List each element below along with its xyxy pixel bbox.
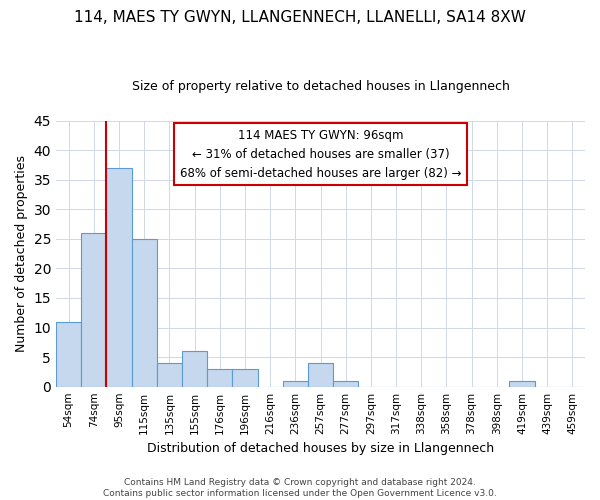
Bar xyxy=(283,381,308,386)
Y-axis label: Number of detached properties: Number of detached properties xyxy=(15,155,28,352)
Bar xyxy=(56,322,81,386)
Text: Contains HM Land Registry data © Crown copyright and database right 2024.
Contai: Contains HM Land Registry data © Crown c… xyxy=(103,478,497,498)
Text: 114, MAES TY GWYN, LLANGENNECH, LLANELLI, SA14 8XW: 114, MAES TY GWYN, LLANGENNECH, LLANELLI… xyxy=(74,10,526,25)
Bar xyxy=(106,168,131,386)
Bar xyxy=(182,351,207,386)
Title: Size of property relative to detached houses in Llangennech: Size of property relative to detached ho… xyxy=(131,80,509,93)
X-axis label: Distribution of detached houses by size in Llangennech: Distribution of detached houses by size … xyxy=(147,442,494,455)
Bar xyxy=(232,369,257,386)
Text: 114 MAES TY GWYN: 96sqm
← 31% of detached houses are smaller (37)
68% of semi-de: 114 MAES TY GWYN: 96sqm ← 31% of detache… xyxy=(180,128,461,180)
Bar xyxy=(81,233,106,386)
Bar xyxy=(207,369,232,386)
Bar xyxy=(157,363,182,386)
Bar xyxy=(308,363,333,386)
Bar xyxy=(131,239,157,386)
Bar xyxy=(333,381,358,386)
Bar xyxy=(509,381,535,386)
